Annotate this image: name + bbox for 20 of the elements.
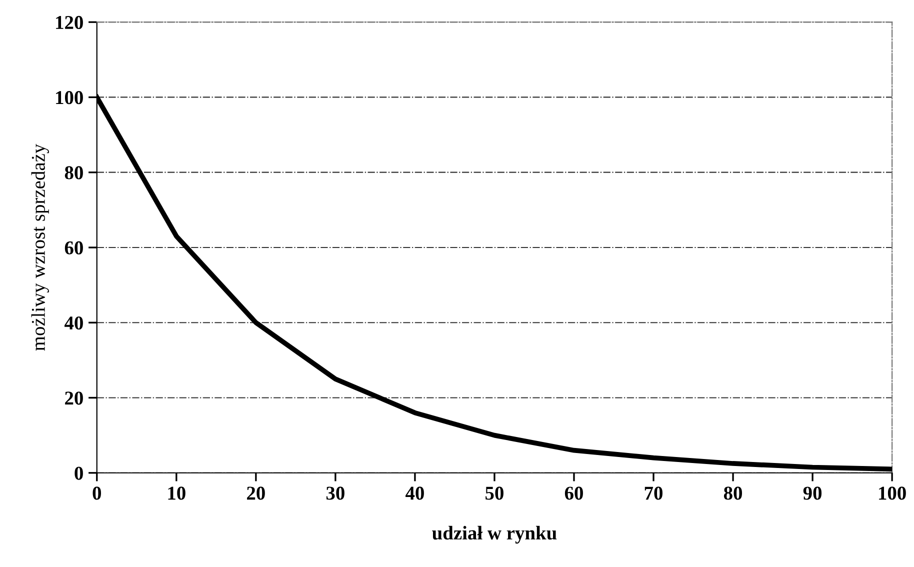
x-tick-label: 20 (247, 486, 265, 500)
y-tick-label: 40 (64, 316, 83, 330)
x-tick-label: 40 (406, 486, 424, 500)
x-tick-label: 0 (92, 486, 102, 500)
y-axis-title: możliwy wzrost sprzedaży (31, 144, 49, 351)
x-tick-label: 70 (644, 486, 662, 500)
x-tick-label: 90 (803, 486, 822, 500)
x-tick-label: 50 (486, 486, 504, 500)
y-tick-label: 0 (74, 466, 83, 480)
y-tick-label: 100 (56, 91, 83, 104)
x-tick-label: 100 (879, 486, 906, 500)
y-tick-label: 20 (65, 392, 83, 405)
y-tick-label: 80 (64, 166, 83, 180)
x-tick-label: 30 (326, 486, 344, 500)
x-tick-label: 10 (168, 486, 186, 500)
x-axis-title: udział w rynku (432, 526, 557, 544)
y-tick-label: 120 (56, 16, 83, 30)
x-tick-label: 60 (564, 486, 583, 500)
y-tick-label: 60 (64, 241, 83, 254)
x-tick-label: 80 (724, 486, 742, 500)
